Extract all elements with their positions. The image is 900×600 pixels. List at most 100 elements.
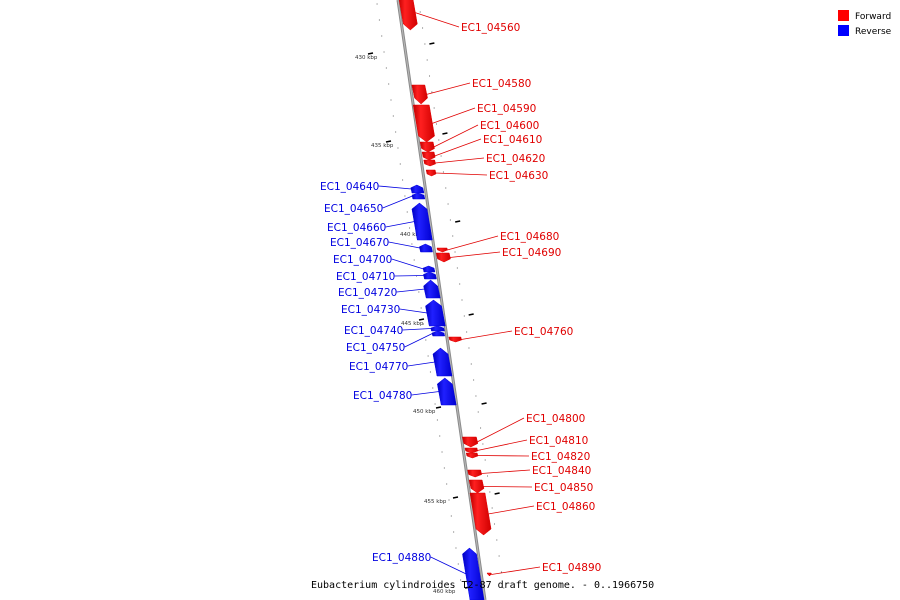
gene-arrow[interactable]: [422, 265, 436, 273]
scale-tick-label: 440 kbp: [400, 232, 423, 238]
gene-EC1_04840[interactable]: EC1_04840: [467, 465, 592, 478]
gene-EC1_04660[interactable]: EC1_04660: [327, 202, 433, 241]
gene-label[interactable]: EC1_04670: [330, 237, 389, 249]
gene-label[interactable]: EC1_04590: [477, 103, 536, 115]
gene-arrow[interactable]: [423, 159, 436, 167]
gene-arrow[interactable]: [436, 247, 448, 253]
gene-EC1_04820[interactable]: EC1_04820: [465, 451, 590, 463]
gene-arrow[interactable]: [486, 572, 492, 577]
gene-label[interactable]: EC1_04580: [472, 78, 531, 90]
gene-arrow[interactable]: [425, 169, 437, 177]
gene-arrow[interactable]: [431, 330, 446, 337]
gene-arrow[interactable]: [432, 347, 453, 377]
gene-label[interactable]: EC1_04610: [483, 134, 542, 146]
gene-EC1_04630[interactable]: EC1_04630: [425, 169, 548, 182]
gene-label[interactable]: EC1_04640: [320, 181, 379, 193]
gene-EC1_04690[interactable]: EC1_04690: [435, 247, 561, 263]
gene-arrow[interactable]: [467, 469, 482, 478]
gene-arrow[interactable]: [469, 492, 492, 536]
gene-EC1_04720[interactable]: EC1_04720: [338, 279, 441, 299]
gene-arrow[interactable]: [462, 547, 485, 600]
gene-EC1_04590[interactable]: EC1_04590: [412, 103, 536, 143]
gene-EC1_04650[interactable]: EC1_04650: [324, 192, 426, 215]
gene-arrow[interactable]: [423, 279, 441, 299]
gene-label[interactable]: EC1_04680: [500, 231, 559, 243]
gene-EC1_04610[interactable]: EC1_04610: [421, 134, 542, 161]
gene-leader-line: [426, 82, 471, 95]
gene-label[interactable]: EC1_04690: [502, 247, 561, 259]
gene-leader-line: [435, 157, 485, 164]
gene-EC1_04600[interactable]: EC1_04600: [419, 120, 539, 153]
gene-arrow[interactable]: [462, 436, 479, 448]
gene-label[interactable]: EC1_04660: [327, 222, 386, 234]
gene-arrow[interactable]: [435, 252, 451, 263]
gene-EC1_04760[interactable]: EC1_04760: [448, 326, 573, 343]
gene-label[interactable]: EC1_04740: [344, 325, 403, 337]
gene-leader-line: [477, 439, 528, 451]
gene-label[interactable]: EC1_04650: [324, 203, 383, 215]
gene-label[interactable]: EC1_04860: [536, 501, 595, 513]
gene-EC1_04800[interactable]: EC1_04800: [462, 413, 585, 448]
scale-tick-label: 450 kbp: [413, 409, 436, 415]
gene-label[interactable]: EC1_04710: [336, 271, 395, 283]
gene-arrow[interactable]: [411, 192, 426, 200]
gene-label[interactable]: EC1_04730: [341, 304, 400, 316]
gene-EC1_04890[interactable]: EC1_04890: [486, 562, 601, 577]
gene-arrow[interactable]: [398, 0, 418, 31]
gene-arrow[interactable]: [421, 151, 436, 161]
gene-label[interactable]: EC1_04880: [372, 552, 431, 564]
gene-label[interactable]: EC1_04720: [338, 287, 397, 299]
gene-EC1_04770[interactable]: EC1_04770: [349, 347, 453, 377]
gene-label[interactable]: EC1_04600: [480, 120, 539, 132]
gene-arrow[interactable]: [448, 336, 462, 343]
gene-arrow[interactable]: [411, 84, 428, 105]
gene-arrow[interactable]: [468, 479, 485, 494]
gene-arrow[interactable]: [419, 243, 433, 253]
gene-label[interactable]: EC1_04560: [461, 22, 520, 34]
gene-arrow[interactable]: [465, 452, 479, 459]
gene-EC1_04730[interactable]: EC1_04730: [341, 299, 446, 327]
gene-arrow[interactable]: [464, 447, 478, 454]
gene-EC1_04740[interactable]: EC1_04740: [344, 325, 445, 337]
gene-arrow[interactable]: [419, 141, 435, 153]
gene-arrow[interactable]: [410, 184, 425, 194]
legend-swatch-reverse: [838, 25, 849, 36]
gene-label[interactable]: EC1_04850: [534, 482, 593, 494]
legend-label-forward: Forward: [855, 12, 891, 22]
gene-label[interactable]: EC1_04890: [542, 562, 601, 574]
gene-label[interactable]: EC1_04750: [346, 342, 405, 354]
gene-label[interactable]: EC1_04820: [531, 451, 590, 463]
gene-EC1_04560[interactable]: EC1_04560: [398, 0, 520, 34]
gene-EC1_04620[interactable]: EC1_04620: [423, 153, 546, 167]
gene-EC1_04810[interactable]: EC1_04810: [464, 435, 588, 454]
gene-EC1_04710[interactable]: EC1_04710: [336, 271, 437, 283]
gene-EC1_04670[interactable]: EC1_04670: [330, 237, 433, 253]
gene-label[interactable]: EC1_04630: [489, 170, 548, 182]
gene-arrow[interactable]: [412, 104, 435, 143]
gene-label[interactable]: EC1_04840: [532, 465, 591, 477]
gene-EC1_04850[interactable]: EC1_04850: [468, 479, 593, 494]
gene-label[interactable]: EC1_04780: [353, 390, 412, 402]
gene-features[interactable]: EC1_04560 EC1_04580 EC1_04590 EC1_04600 EC1_…: [320, 0, 601, 600]
gene-leader-line: [399, 308, 428, 314]
gene-EC1_04700[interactable]: EC1_04700: [333, 254, 436, 273]
gene-label[interactable]: EC1_04800: [526, 413, 585, 425]
gene-arrow[interactable]: [430, 325, 445, 332]
gene-arrow[interactable]: [437, 377, 457, 406]
gene-arrow[interactable]: [423, 271, 437, 280]
gene-EC1_04640[interactable]: EC1_04640: [320, 181, 425, 194]
gene-EC1_04680[interactable]: EC1_04680: [436, 231, 559, 253]
gene-EC1_04780[interactable]: EC1_04780: [353, 377, 457, 406]
gene-EC1_04580[interactable]: EC1_04580: [411, 78, 531, 105]
gene-EC1_04750[interactable]: EC1_04750: [346, 330, 446, 354]
gene-leader-line: [477, 455, 530, 457]
gene-label[interactable]: EC1_04760: [514, 326, 573, 338]
gene-label[interactable]: EC1_04620: [486, 153, 545, 165]
gene-arrow[interactable]: [411, 202, 433, 241]
gene-label[interactable]: EC1_04700: [333, 254, 392, 266]
gene-EC1_04880[interactable]: EC1_04880: [372, 547, 485, 600]
gene-EC1_04860[interactable]: EC1_04860: [469, 492, 595, 536]
gene-label[interactable]: EC1_04810: [529, 435, 588, 447]
gene-label[interactable]: EC1_04770: [349, 361, 408, 373]
